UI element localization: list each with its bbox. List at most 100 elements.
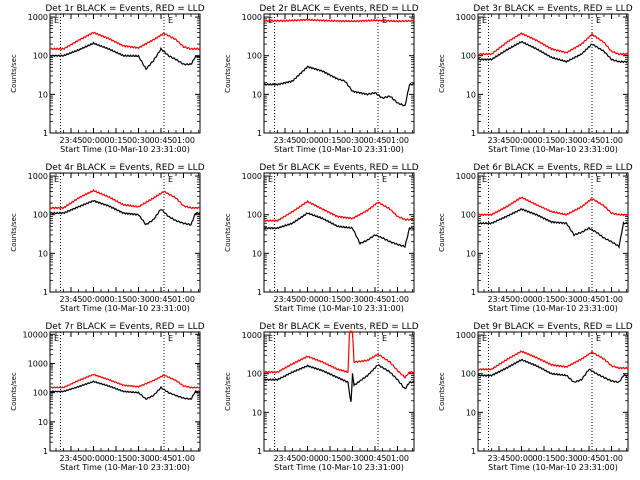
event-marker-label: E bbox=[268, 334, 273, 343]
panel-det-3: Det 3r BLACK = Events, RED = LLD 1 10 100 10… bbox=[438, 4, 633, 154]
y-tick-label: 10 bbox=[38, 249, 48, 258]
x-axis-label: Start Time (10-Mar-10 23:31:00) bbox=[488, 145, 618, 154]
x-tick-label: 01:00 bbox=[600, 136, 623, 145]
x-tick-label: 00:45 bbox=[149, 454, 172, 463]
x-axis-label: Start Time (10-Mar-10 23:31:00) bbox=[274, 145, 404, 154]
x-axis-label: Start Time (10-Mar-10 23:31:00) bbox=[274, 463, 404, 472]
y-tick-label: 1000 bbox=[28, 172, 48, 181]
x-tick-label: 23:45 bbox=[487, 295, 510, 304]
x-tick-label: 00:15 bbox=[532, 136, 555, 145]
panel-title: Det 8r BLACK = Events, RED = LLD bbox=[259, 322, 418, 332]
x-tick-label: 00:30 bbox=[341, 295, 364, 304]
x-tick-label: 00:30 bbox=[555, 454, 578, 463]
y-axis-label: Counts/sec bbox=[224, 213, 232, 252]
y-tick-label: 1 bbox=[43, 447, 48, 456]
x-tick-label: 23:45 bbox=[273, 136, 296, 145]
series-line-lld bbox=[263, 330, 415, 379]
x-tick-label: 00:00 bbox=[82, 295, 105, 304]
x-tick-label: 00:30 bbox=[555, 295, 578, 304]
x-tick-label: 01:00 bbox=[386, 454, 409, 463]
series-line-events bbox=[263, 65, 415, 107]
panel-det-4: Det 4r BLACK = Events, RED = LLD 1 10 100 10… bbox=[10, 163, 205, 313]
x-tick-label: 00:45 bbox=[149, 136, 172, 145]
y-tick-label: 1000 bbox=[242, 172, 262, 181]
x-tick-label: 00:45 bbox=[363, 136, 386, 145]
y-tick-label: 10 bbox=[466, 249, 476, 258]
panel-title: Det 5r BLACK = Events, RED = LLD bbox=[259, 163, 418, 173]
x-tick-label: 00:15 bbox=[532, 295, 555, 304]
x-tick-label: 00:30 bbox=[341, 136, 364, 145]
series-line-lld bbox=[50, 31, 201, 51]
x-tick-label: 23:45 bbox=[59, 295, 82, 304]
x-tick-label: 00:30 bbox=[555, 136, 578, 145]
y-tick-label: 1 bbox=[471, 129, 476, 138]
y-tick-label: 1000 bbox=[456, 13, 476, 22]
x-axis-label: Start Time (10-Mar-10 23:31:00) bbox=[60, 463, 190, 472]
x-tick-label: 23:45 bbox=[487, 454, 510, 463]
y-tick-label: 1000 bbox=[28, 359, 48, 368]
x-tick-label: 01:00 bbox=[386, 295, 409, 304]
y-tick-label: 100 bbox=[461, 211, 476, 220]
x-tick-label: 00:00 bbox=[296, 136, 319, 145]
x-tick-label: 00:45 bbox=[577, 136, 600, 145]
x-tick-label: 00:45 bbox=[363, 295, 386, 304]
event-marker-label: E bbox=[382, 175, 387, 184]
x-tick-label: 00:15 bbox=[104, 454, 127, 463]
x-tick-label: 01:00 bbox=[172, 136, 195, 145]
x-tick-label: 23:45 bbox=[273, 454, 296, 463]
y-tick-label: 10 bbox=[252, 90, 262, 99]
x-tick-label: 00:30 bbox=[127, 454, 150, 463]
panel-title: Det 3r BLACK = Events, RED = LLD bbox=[473, 4, 632, 14]
y-axis-label: Counts/sec bbox=[224, 54, 232, 93]
x-tick-label: 00:45 bbox=[149, 295, 172, 304]
x-tick-label: 00:30 bbox=[127, 295, 150, 304]
series-line-events bbox=[263, 364, 415, 402]
series-line-lld bbox=[49, 188, 201, 210]
x-axis-label: Start Time (10-Mar-10 23:31:00) bbox=[274, 304, 404, 313]
plot-frame bbox=[477, 172, 629, 293]
event-marker-label: E bbox=[482, 175, 487, 184]
y-tick-label: 10 bbox=[38, 418, 48, 427]
x-tick-label: 23:45 bbox=[487, 136, 510, 145]
x-axis-label: Start Time (10-Mar-10 23:31:00) bbox=[488, 304, 618, 313]
series-line-lld bbox=[263, 200, 415, 223]
panel-title: Det 2r BLACK = Events, RED = LLD bbox=[259, 4, 418, 14]
series-line-lld bbox=[49, 373, 201, 389]
x-tick-label: 00:00 bbox=[296, 295, 319, 304]
y-tick-label: 10 bbox=[466, 408, 476, 417]
panel-det-7: Det 7r BLACK = Events, RED = LLD 1 10 100 10… bbox=[10, 322, 205, 472]
series-line-events bbox=[49, 380, 201, 401]
x-tick-label: 00:15 bbox=[318, 136, 341, 145]
series-line-lld bbox=[477, 350, 629, 371]
panel-title: Det 1r BLACK = Events, RED = LLD bbox=[45, 4, 204, 14]
panel-title: Det 7r BLACK = Events, RED = LLD bbox=[45, 322, 204, 332]
x-tick-label: 01:00 bbox=[172, 295, 195, 304]
x-tick-label: 00:30 bbox=[127, 136, 150, 145]
x-tick-label: 01:00 bbox=[600, 454, 623, 463]
series-line-events bbox=[477, 208, 629, 249]
y-tick-label: 1000 bbox=[456, 172, 476, 181]
series-line-lld bbox=[263, 18, 415, 23]
y-axis-label: Counts/sec bbox=[10, 54, 18, 93]
series-line-events bbox=[477, 40, 629, 64]
event-marker-label: E bbox=[168, 334, 173, 343]
y-axis-label: Counts/sec bbox=[10, 213, 18, 252]
series-line-events bbox=[263, 212, 415, 249]
y-tick-label: 100 bbox=[247, 370, 262, 379]
x-tick-label: 23:45 bbox=[59, 454, 82, 463]
y-tick-label: 10 bbox=[252, 249, 262, 258]
y-tick-label: 10 bbox=[252, 408, 262, 417]
y-tick-label: 100 bbox=[33, 52, 48, 61]
y-tick-label: 100 bbox=[247, 211, 262, 220]
y-axis-label: Counts/sec bbox=[10, 372, 18, 411]
y-tick-label: 100 bbox=[33, 389, 48, 398]
panel-title: Det 6r BLACK = Events, RED = LLD bbox=[473, 163, 632, 173]
x-tick-label: 00:15 bbox=[532, 454, 555, 463]
plot-frame bbox=[477, 331, 629, 452]
y-tick-label: 100 bbox=[461, 370, 476, 379]
y-tick-label: 10000 bbox=[23, 330, 48, 339]
event-marker-label: E bbox=[482, 16, 487, 25]
y-tick-label: 1 bbox=[257, 129, 262, 138]
y-tick-label: 100 bbox=[461, 52, 476, 61]
